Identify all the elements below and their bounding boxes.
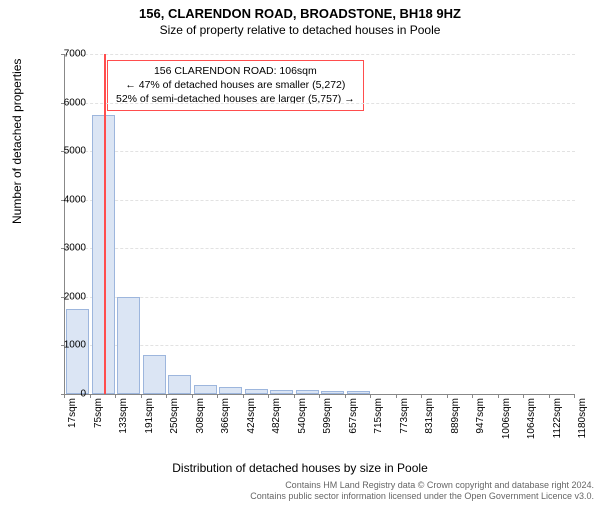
xtick-mark [370, 394, 371, 398]
xtick-mark [472, 394, 473, 398]
footer-attribution: Contains HM Land Registry data © Crown c… [250, 480, 594, 503]
xtick-label: 889sqm [450, 398, 461, 434]
xtick-mark [294, 394, 295, 398]
xtick-label: 17sqm [67, 398, 78, 428]
xtick-mark [523, 394, 524, 398]
histogram-bar [117, 297, 140, 394]
xtick-label: 540sqm [297, 398, 308, 434]
y-axis-label: Number of detached properties [10, 59, 24, 224]
x-axis-label: Distribution of detached houses by size … [0, 461, 600, 475]
footer-line-2: Contains public sector information licen… [250, 491, 594, 502]
gridline-h [65, 345, 575, 346]
gridline-h [65, 151, 575, 152]
xtick-mark [574, 394, 575, 398]
plot-region: 156 CLARENDON ROAD: 106sqm ← 47% of deta… [64, 54, 575, 395]
footer-line-1: Contains HM Land Registry data © Crown c… [250, 480, 594, 491]
ytick-label: 1000 [46, 340, 86, 351]
xtick-label: 1180sqm [577, 398, 588, 438]
gridline-h [65, 200, 575, 201]
xtick-label: 482sqm [271, 398, 282, 434]
xtick-label: 773sqm [399, 398, 410, 434]
histogram-bar [321, 391, 344, 394]
xtick-label: 424sqm [246, 398, 257, 434]
histogram-bar [143, 355, 166, 394]
xtick-label: 1064sqm [526, 398, 537, 439]
annotation-line-3: 52% of semi-detached houses are larger (… [116, 92, 355, 106]
ytick-label: 0 [46, 389, 86, 400]
page-subtitle: Size of property relative to detached ho… [0, 23, 600, 37]
xtick-mark [447, 394, 448, 398]
histogram-bar [347, 391, 370, 394]
gridline-h [65, 297, 575, 298]
xtick-mark [243, 394, 244, 398]
xtick-label: 657sqm [348, 398, 359, 434]
ytick-label: 3000 [46, 243, 86, 254]
annotation-line-2: ← 47% of detached houses are smaller (5,… [116, 78, 355, 92]
histogram-bar [219, 387, 242, 394]
xtick-label: 1006sqm [501, 398, 512, 439]
xtick-mark [141, 394, 142, 398]
page-title: 156, CLARENDON ROAD, BROADSTONE, BH18 9H… [0, 6, 600, 21]
xtick-label: 133sqm [118, 398, 129, 434]
histogram-bar [245, 389, 268, 394]
histogram-bar [194, 385, 217, 394]
histogram-bar [66, 309, 89, 394]
xtick-mark [421, 394, 422, 398]
ytick-label: 6000 [46, 97, 86, 108]
xtick-label: 1122sqm [552, 398, 563, 438]
gridline-h [65, 54, 575, 55]
ytick-label: 5000 [46, 146, 86, 157]
gridline-h [65, 103, 575, 104]
xtick-label: 75sqm [93, 398, 104, 428]
xtick-mark [90, 394, 91, 398]
xtick-mark [319, 394, 320, 398]
xtick-mark [396, 394, 397, 398]
ytick-label: 2000 [46, 291, 86, 302]
xtick-label: 831sqm [424, 398, 435, 434]
ytick-label: 7000 [46, 49, 86, 60]
xtick-mark [166, 394, 167, 398]
xtick-label: 366sqm [220, 398, 231, 434]
ytick-label: 4000 [46, 194, 86, 205]
gridline-h [65, 248, 575, 249]
histogram-bar [296, 390, 319, 394]
xtick-label: 947sqm [475, 398, 486, 434]
xtick-mark [549, 394, 550, 398]
histogram-bar [168, 375, 191, 394]
annotation-line-1: 156 CLARENDON ROAD: 106sqm [116, 64, 355, 78]
xtick-mark [268, 394, 269, 398]
xtick-mark [345, 394, 346, 398]
histogram-bar [270, 390, 293, 394]
xtick-label: 715sqm [373, 398, 384, 434]
xtick-mark [217, 394, 218, 398]
xtick-label: 250sqm [169, 398, 180, 434]
xtick-label: 191sqm [144, 398, 155, 434]
xtick-mark [498, 394, 499, 398]
chart-area: 156 CLARENDON ROAD: 106sqm ← 47% of deta… [64, 54, 574, 416]
marker-line [104, 54, 106, 394]
xtick-mark [192, 394, 193, 398]
xtick-mark [115, 394, 116, 398]
xtick-label: 308sqm [195, 398, 206, 434]
xtick-label: 599sqm [322, 398, 333, 434]
